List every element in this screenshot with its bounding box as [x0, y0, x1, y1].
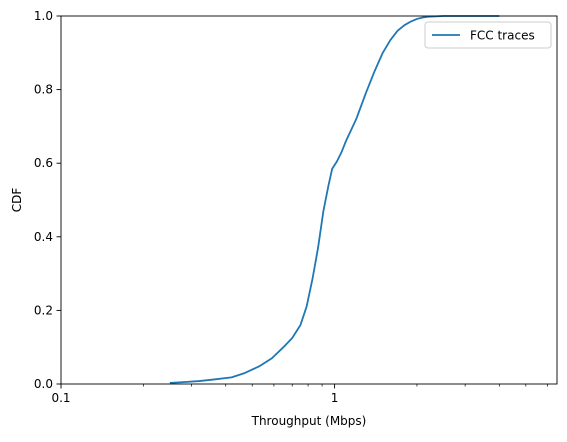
y-tick-label: 0.8 [34, 83, 53, 97]
axes-frame [60, 15, 558, 385]
legend-label: FCC traces [470, 29, 535, 43]
y-tick-label: 0.0 [34, 377, 53, 391]
x-tick-label: 1 [331, 391, 339, 405]
y-tick-label: 1.0 [34, 9, 53, 23]
y-tick-label: 0.4 [34, 230, 53, 244]
legend: FCC traces [424, 21, 552, 49]
legend-box [424, 21, 552, 49]
x-tick-label: 0.1 [51, 391, 70, 405]
y-tick-label: 0.6 [34, 156, 53, 170]
x-axis-label: Throughput (Mbps) [251, 414, 367, 428]
series-layer [169, 15, 500, 384]
series-line-0 [169, 15, 500, 384]
y-axis: 0.0 0.2 0.4 0.6 0.8 1.0 [34, 9, 61, 391]
y-tick-label: 0.2 [34, 303, 53, 317]
y-axis-label: CDF [10, 188, 24, 213]
